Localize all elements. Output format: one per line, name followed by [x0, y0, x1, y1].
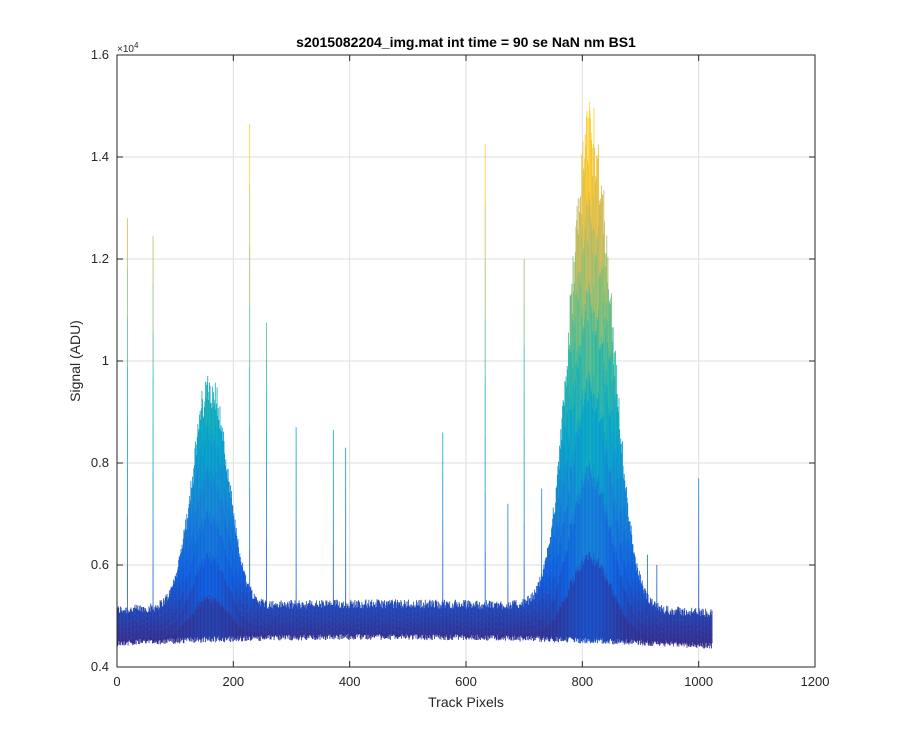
figure: 020040060080010001200 0.40.60.811.21.41.…	[0, 0, 900, 750]
chart: 020040060080010001200 0.40.60.811.21.41.…	[0, 0, 900, 750]
